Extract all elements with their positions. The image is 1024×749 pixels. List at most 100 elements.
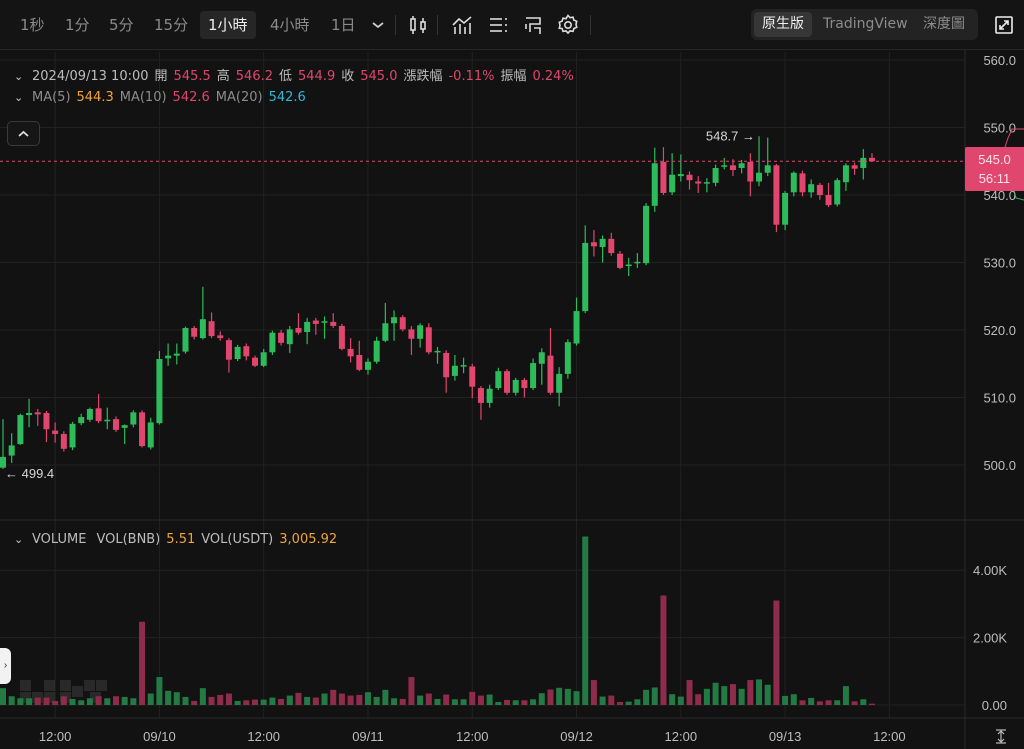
volume-bar: [356, 694, 363, 705]
legend-datetime: 2024/09/13 10:00: [32, 69, 149, 84]
high-value: 546.2: [235, 69, 273, 84]
view-switcher: 原生版 TradingView 深度圖: [751, 9, 978, 40]
candle-body: [199, 319, 206, 339]
volume-bar: [669, 694, 676, 705]
candle-body: [477, 388, 484, 403]
candle-body: [43, 413, 50, 430]
chevron-up-icon: [18, 130, 29, 137]
candle-body: [234, 346, 241, 360]
candle-body: [703, 182, 710, 184]
time-tick-label: 12:00: [665, 729, 698, 744]
ohlc-legend: ⌄ 2024/09/13 10:00 開 545.5 高 546.2 低 544.9 收 545.…: [14, 65, 580, 84]
divider: [590, 15, 591, 35]
candle: [495, 367, 502, 391]
time-tick-label: 09/12: [560, 729, 593, 744]
candle-body: [738, 163, 745, 168]
gear-icon[interactable]: [556, 13, 580, 37]
price-tick-label: 520.0: [983, 323, 1016, 338]
time-tick-label: 12:00: [247, 729, 280, 744]
candle-body: [408, 329, 415, 339]
timeframe-5[interactable]: 4小時: [270, 16, 310, 34]
candle-body: [208, 321, 215, 337]
candle-body: [425, 327, 432, 353]
candle-body: [443, 352, 450, 378]
chevron-down-icon[interactable]: ⌄: [14, 533, 24, 546]
candle: [808, 179, 815, 198]
timeframe-2[interactable]: 5分: [109, 16, 134, 34]
fullscreen-icon[interactable]: [992, 13, 1016, 37]
candle-body: [556, 373, 563, 393]
candle-body: [95, 408, 102, 422]
expand-panel-tab[interactable]: ›: [0, 648, 11, 684]
candle-body: [460, 365, 467, 367]
collapse-legend-button[interactable]: [7, 121, 40, 146]
volume-bar: [521, 700, 528, 705]
price-tick-label: 550.0: [983, 121, 1016, 136]
timeframe-4[interactable]: 1小時: [200, 11, 256, 39]
volume-bar: [321, 693, 328, 705]
candle-body: [373, 340, 380, 362]
volume-bar: [504, 699, 511, 705]
view-tradingview[interactable]: TradingView: [823, 16, 908, 32]
candle-body: [147, 422, 154, 448]
volume-bar: [69, 698, 76, 705]
candle: [443, 350, 450, 393]
watermark-block: [90, 692, 101, 703]
volume-bar: [434, 698, 441, 705]
view-native[interactable]: 原生版: [754, 12, 812, 37]
candle: [816, 182, 823, 200]
candle: [434, 346, 441, 364]
chevron-down-icon[interactable]: [366, 13, 390, 37]
chevron-down-icon[interactable]: ⌄: [14, 91, 24, 104]
candle: [26, 398, 33, 428]
candle-body: [356, 354, 363, 370]
divider: [437, 15, 438, 35]
candle-body: [156, 359, 163, 424]
view-depth[interactable]: 深度圖: [923, 16, 965, 32]
volume-bar: [173, 692, 180, 705]
candle-body: [825, 195, 832, 206]
timeframe-3[interactable]: 15分: [154, 16, 189, 34]
drawing-icon[interactable]: [521, 13, 545, 37]
volume-bar: [8, 696, 15, 705]
volume-tick-label: 0.00: [982, 698, 1007, 713]
candle: [260, 348, 267, 368]
candle: [469, 363, 476, 399]
candle: [217, 331, 224, 341]
ma20-label: MA(20): [215, 90, 263, 105]
candle: [547, 327, 554, 395]
volume-bar: [443, 694, 450, 705]
volume-bar: [278, 698, 285, 705]
candle-body: [808, 184, 815, 193]
timeframe-1[interactable]: 1分: [65, 16, 90, 34]
candle-body: [434, 350, 441, 353]
candle-body: [782, 192, 789, 225]
watermark-block: [20, 692, 31, 703]
chevron-down-icon[interactable]: ⌄: [14, 70, 24, 83]
indicators-icon[interactable]: [450, 13, 474, 37]
candlestick-type-icon[interactable]: [406, 13, 430, 37]
volume-bar: [182, 696, 189, 705]
watermark-block: [32, 692, 43, 703]
candle-body: [643, 205, 650, 264]
candle: [234, 344, 241, 362]
candle: [252, 355, 259, 368]
axis-scale-icon[interactable]: [996, 729, 1006, 744]
list-icon[interactable]: [486, 13, 510, 37]
volume-bar: [469, 691, 476, 705]
volume-bar: [712, 682, 719, 705]
volume-bar: [495, 701, 502, 705]
volume-bar: [78, 700, 85, 705]
ma10-label: MA(10): [119, 90, 167, 105]
candle-body: [504, 371, 511, 393]
volume-bar: [286, 695, 293, 705]
candle-body: [382, 323, 389, 341]
timeframe-0[interactable]: 1秒: [20, 16, 45, 34]
volume-bar: [347, 695, 354, 705]
candle-body: [790, 172, 797, 193]
timeframe-6[interactable]: 1日: [331, 16, 356, 34]
volume-bar: [564, 688, 571, 705]
candle: [703, 178, 710, 193]
candle-body: [842, 165, 849, 183]
